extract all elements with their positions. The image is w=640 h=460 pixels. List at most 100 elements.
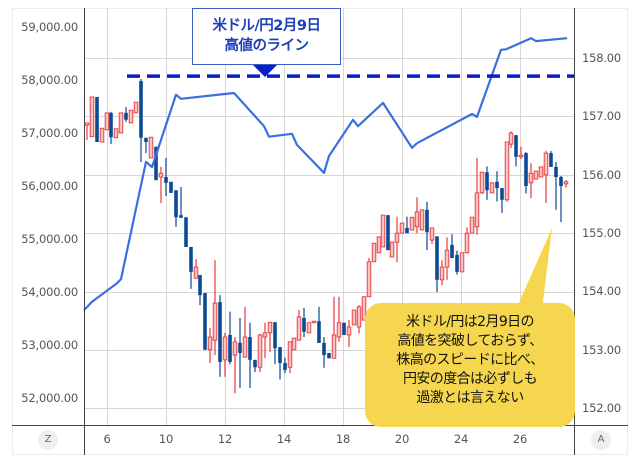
candle	[394, 216, 400, 263]
candle	[273, 322, 277, 365]
zoom-reset-button[interactable]: Z	[38, 430, 58, 450]
candle	[356, 305, 362, 334]
x-axis-tick: 12	[217, 432, 233, 446]
candle	[278, 347, 282, 380]
candle	[222, 332, 228, 377]
candle	[267, 321, 273, 352]
candle	[518, 146, 524, 159]
callout-pointer-icon	[253, 65, 277, 77]
candle	[524, 152, 528, 194]
candle	[429, 227, 435, 244]
candle	[559, 175, 563, 223]
left-axis-tick: 52,000.00	[21, 391, 78, 405]
candle	[207, 328, 213, 364]
candle	[95, 96, 99, 143]
candle	[371, 242, 377, 263]
candle	[291, 337, 297, 351]
candle	[405, 216, 409, 234]
candlestick-series	[84, 78, 569, 394]
left-axis-tick: 55,000.00	[21, 232, 78, 246]
candle	[184, 217, 188, 247]
candle	[425, 201, 429, 251]
candle	[504, 141, 510, 202]
candle	[514, 135, 518, 167]
candle	[84, 122, 90, 140]
candle	[361, 296, 367, 321]
candle	[248, 322, 252, 388]
candle	[474, 157, 480, 235]
candle	[479, 171, 485, 194]
candle	[203, 293, 207, 350]
usdjpy-line	[83, 37, 568, 311]
x-axis-tick: 26	[512, 432, 528, 446]
candle	[386, 215, 390, 251]
candle	[500, 188, 504, 214]
candle	[389, 241, 395, 258]
candle	[450, 234, 454, 259]
candle	[322, 337, 326, 368]
candle	[495, 171, 499, 202]
candle	[158, 166, 164, 203]
candle	[238, 317, 242, 388]
candle	[311, 320, 317, 324]
candle	[399, 222, 405, 234]
candle	[262, 322, 268, 359]
candle	[489, 182, 495, 194]
candle	[414, 197, 420, 234]
candle	[144, 137, 148, 154]
candle	[306, 322, 312, 334]
x-axis-tick: 20	[394, 432, 410, 446]
left-axis-tick: 59,000.00	[21, 20, 78, 34]
callout-feb9-high: 米ドル/円2月9日 高値のライン	[192, 8, 341, 65]
candle	[444, 237, 450, 280]
candle	[99, 127, 105, 143]
candle	[133, 101, 139, 114]
candle	[331, 296, 337, 359]
candle	[179, 187, 183, 218]
candle	[342, 322, 346, 335]
left-axis-tick: 54,000.00	[21, 285, 78, 299]
x-axis-tick: 10	[158, 432, 174, 446]
candle	[296, 310, 302, 341]
candle	[485, 166, 489, 200]
candle	[118, 112, 124, 134]
candle	[435, 236, 439, 292]
candle	[469, 216, 475, 234]
left-axis-tick: 56,000.00	[21, 179, 78, 193]
candle	[563, 180, 569, 188]
bubble-line: 高値を突破しておらず、	[397, 333, 543, 349]
candle	[257, 333, 263, 373]
candle	[327, 352, 331, 359]
candle	[538, 166, 544, 178]
candle	[218, 295, 222, 377]
candle	[464, 227, 470, 254]
candle	[124, 107, 128, 122]
x-axis-tick: 6	[103, 432, 111, 446]
candle	[455, 250, 459, 275]
commentary-bubble: 米ドル/円は2月9日の 高値を突破しておらず、 株高のスピードに比べ、 円安の度…	[365, 303, 575, 427]
candle	[169, 181, 173, 193]
candle	[528, 163, 534, 199]
candle	[253, 359, 257, 373]
bubble-line: 株高のスピードに比べ、	[396, 352, 544, 368]
candle	[533, 170, 539, 180]
bubble-line: 円安の度合は必ずしも	[403, 371, 538, 387]
auto-scale-button[interactable]: A	[591, 430, 611, 450]
candle	[113, 128, 119, 139]
candle	[409, 216, 415, 231]
candle	[366, 258, 372, 298]
candle	[189, 246, 193, 289]
candle	[242, 306, 248, 358]
right-axis-tick: 152.00	[582, 400, 622, 415]
callout-line-1: 米ドル/円2月9日	[212, 18, 321, 34]
candle	[228, 311, 232, 365]
right-axis-tick: 155.00	[582, 225, 622, 240]
left-axis-tick: 57,000.00	[21, 126, 78, 140]
candle	[302, 307, 306, 338]
candle	[283, 357, 287, 374]
bubble-tail	[518, 228, 552, 310]
x-axis-tick: 14	[276, 432, 292, 446]
candle	[198, 275, 202, 306]
candle	[549, 151, 553, 167]
candle	[148, 136, 154, 159]
